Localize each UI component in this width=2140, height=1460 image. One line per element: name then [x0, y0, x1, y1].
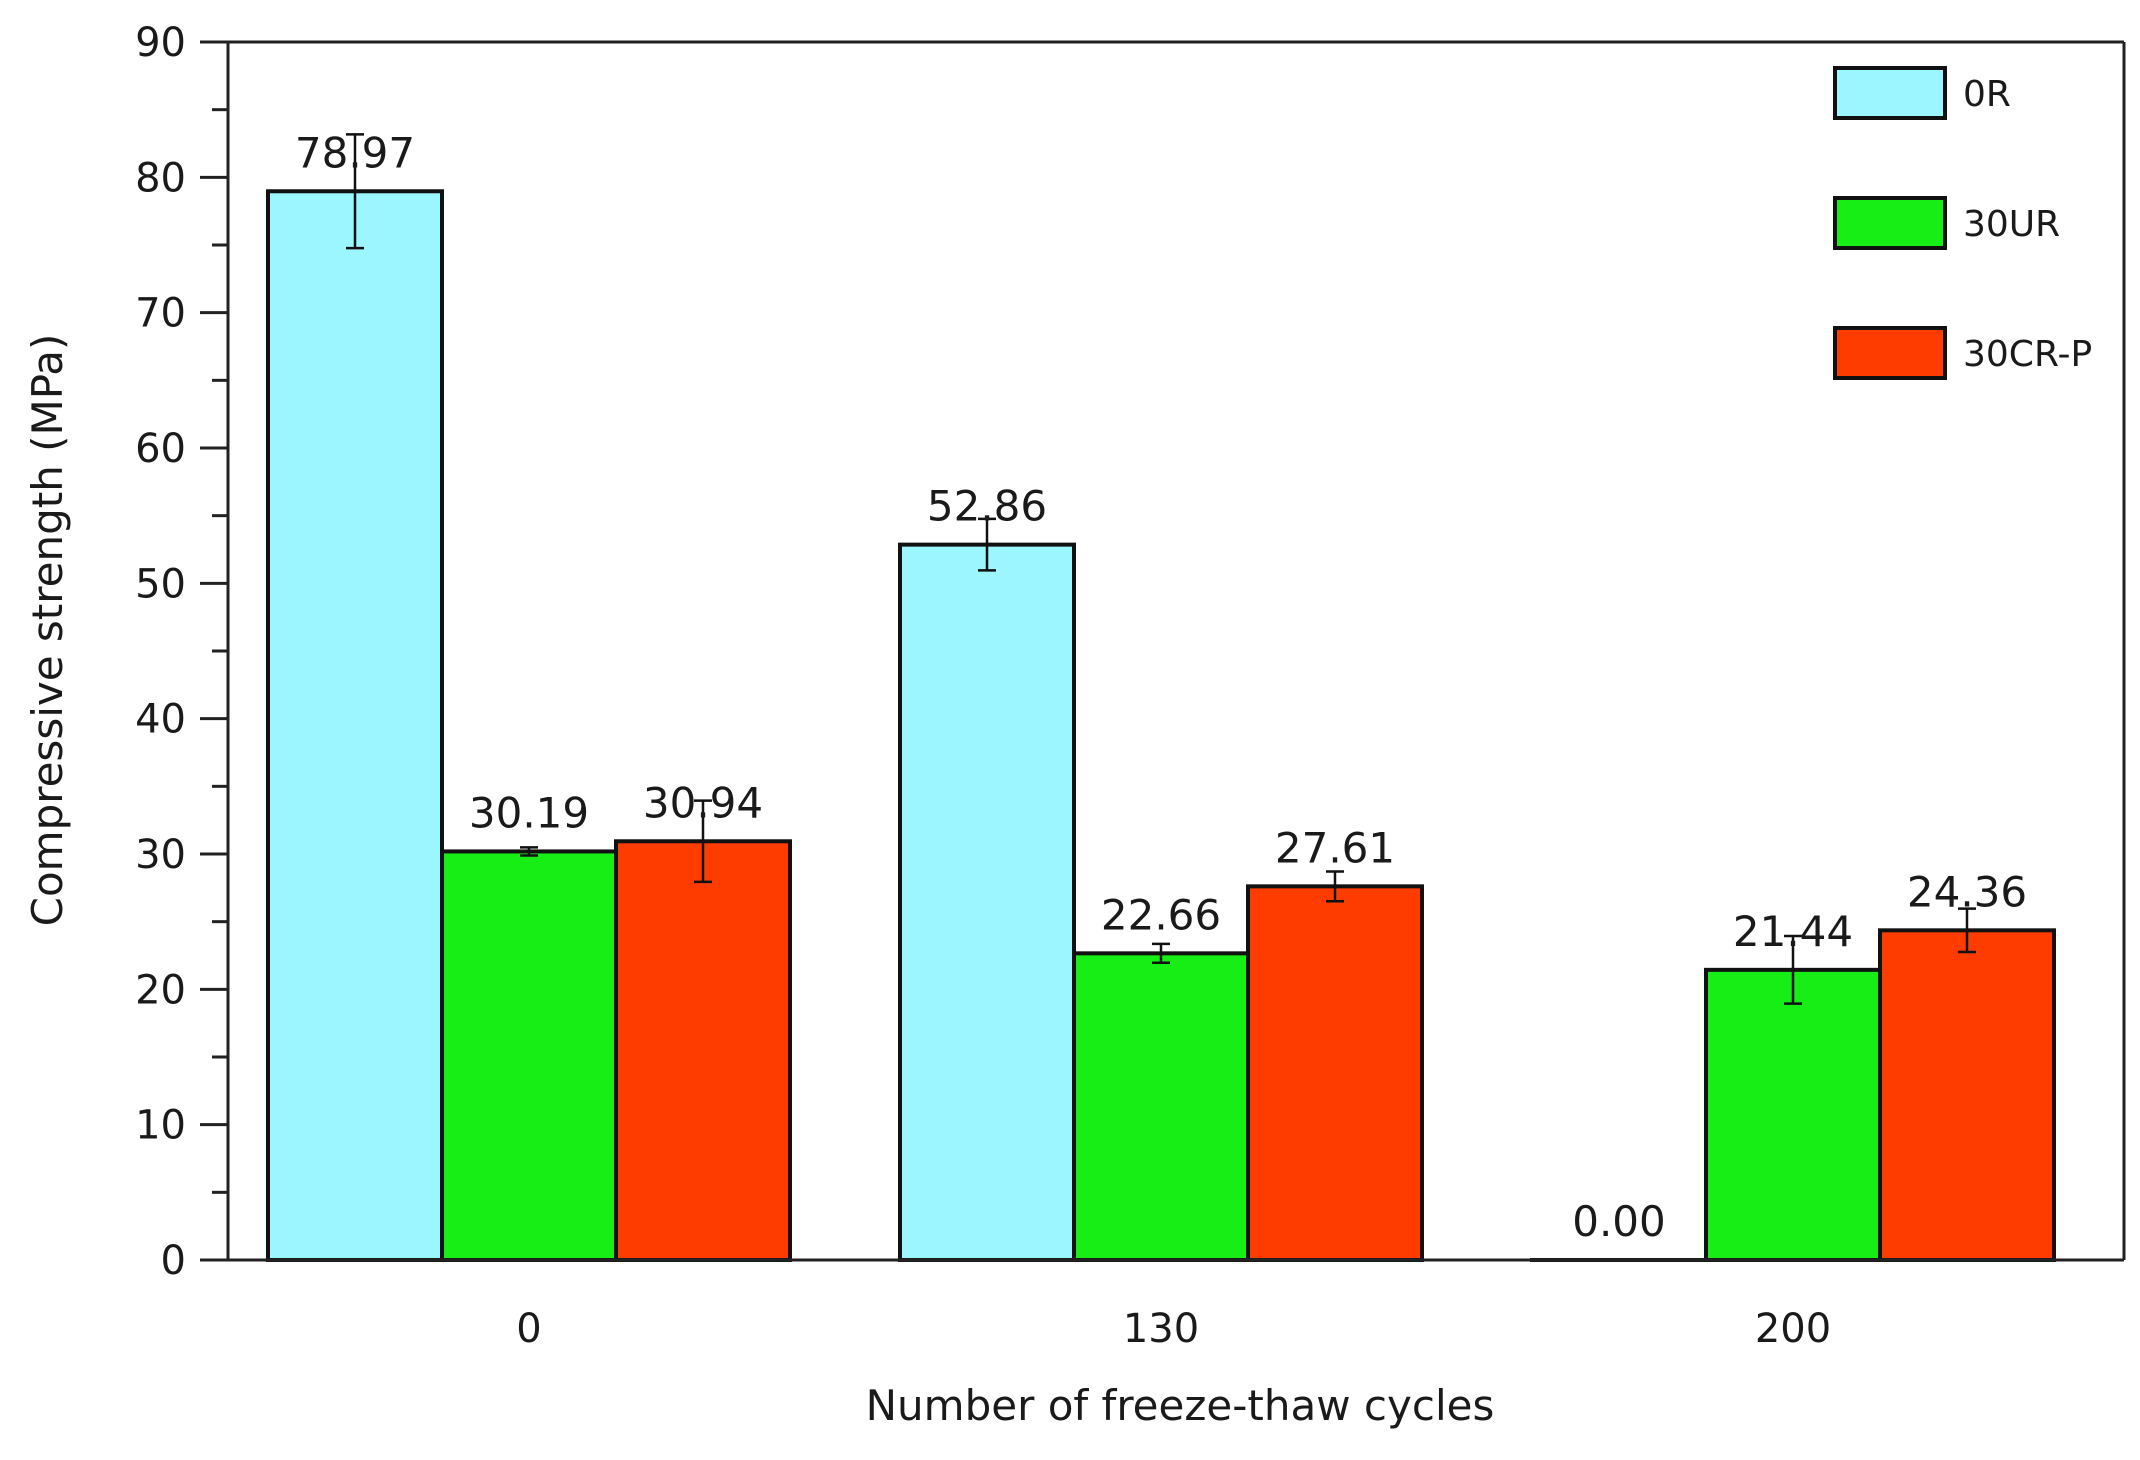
y-tick-label: 40 — [135, 697, 186, 743]
y-tick-label: 30 — [135, 832, 186, 878]
bars-layer — [268, 191, 2054, 1260]
x-tick-label: 130 — [1123, 1306, 1199, 1352]
data-label: 22.66 — [1101, 890, 1221, 939]
bar — [268, 191, 442, 1260]
data-label: 52.86 — [927, 482, 1047, 531]
y-tick-label: 0 — [161, 1238, 186, 1284]
data-label: 0.00 — [1572, 1197, 1666, 1246]
y-axis-title: Compressive strength (MPa) — [23, 334, 72, 927]
bar — [1880, 930, 2054, 1260]
legend-label: 0R — [1963, 74, 2011, 115]
legend-swatch — [1835, 68, 1945, 118]
legend: 0R 30UR 30CR-P — [1835, 68, 2092, 378]
data-label: 30.94 — [643, 778, 763, 827]
y-tick-label: 90 — [135, 20, 186, 66]
x-axis-title: Number of freeze-thaw cycles — [866, 1381, 1495, 1430]
legend-swatch — [1835, 328, 1945, 378]
x-tick-label: 0 — [516, 1306, 541, 1352]
data-label: 27.61 — [1275, 823, 1395, 872]
legend-label: 30CR-P — [1963, 334, 2092, 375]
y-tick-label: 60 — [135, 426, 186, 472]
y-tick-label: 80 — [135, 155, 186, 201]
bar — [900, 545, 1074, 1260]
legend-swatch — [1835, 198, 1945, 248]
legend-label: 30UR — [1963, 204, 2060, 245]
y-tick-label: 20 — [135, 967, 186, 1013]
bar — [1706, 970, 1880, 1260]
data-label: 30.19 — [469, 788, 589, 837]
x-tick-label: 200 — [1755, 1306, 1831, 1352]
bar — [442, 851, 616, 1260]
bar — [1248, 886, 1422, 1260]
bar — [1074, 953, 1248, 1260]
data-label: 21.44 — [1733, 907, 1853, 956]
data-label: 78.97 — [295, 128, 415, 177]
bar — [616, 841, 790, 1260]
y-tick-label: 10 — [135, 1103, 186, 1149]
y-tick-label: 50 — [135, 561, 186, 607]
data-label: 24.36 — [1907, 867, 2027, 916]
y-tick-label: 70 — [135, 291, 186, 337]
